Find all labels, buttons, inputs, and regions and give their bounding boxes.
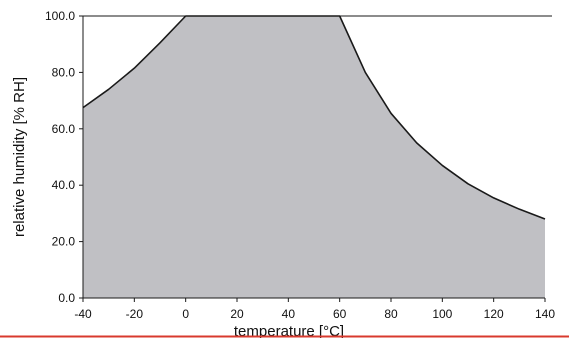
y-tick-label-2: 40.0 xyxy=(52,178,76,192)
x-tick-label-7: 100 xyxy=(432,307,452,321)
y-axis-title: relative humidity [% RH] xyxy=(11,77,28,237)
x-tick-label-2: 0 xyxy=(182,307,189,321)
y-tick-label-3: 60.0 xyxy=(52,122,76,136)
y-tick-label-5: 100.0 xyxy=(45,9,75,23)
x-tick-label-3: 20 xyxy=(230,307,244,321)
series-line-0 xyxy=(82,15,546,220)
x-tick-label-8: 120 xyxy=(484,307,504,321)
x-tick-label-9: 140 xyxy=(535,307,555,321)
x-axis-title: temperature [°C] xyxy=(234,323,344,338)
tick-layer: -40 -20 0 20 40 60 80 100 120 140 0.0 20.0 40.0 60.0 8… xyxy=(45,9,555,321)
x-tick-label-4: 40 xyxy=(282,307,296,321)
x-tick-label-1: -20 xyxy=(126,307,144,321)
y-tick-label-0: 0.0 xyxy=(58,291,75,305)
y-tick-label-4: 80.0 xyxy=(52,65,76,79)
x-tick-label-0: -40 xyxy=(74,307,92,321)
x-tick-label-5: 60 xyxy=(333,307,347,321)
axes-layer xyxy=(82,16,545,299)
y-tick-label-1: 20.0 xyxy=(52,235,76,249)
x-tick-label-6: 80 xyxy=(384,307,398,321)
series-area-0 xyxy=(83,16,545,298)
area-layer xyxy=(82,15,546,298)
